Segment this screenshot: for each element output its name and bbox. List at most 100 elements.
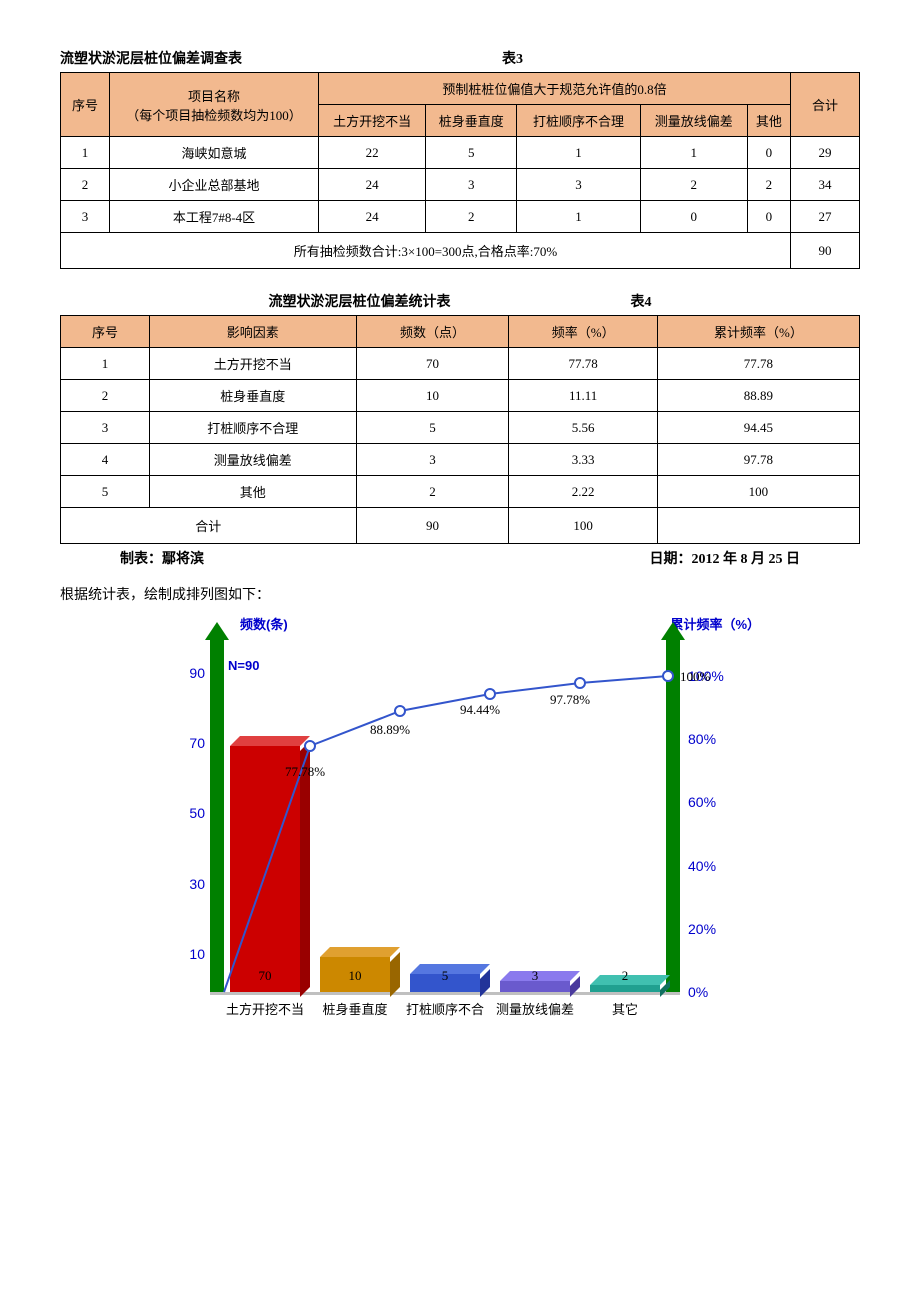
bar-value-label: 2 [585, 968, 665, 973]
ytick-left: 10 [175, 947, 205, 962]
table-cell: 70 [356, 348, 509, 380]
pareto-chart: 频数(条) 累计频率（%） N=90 9070503010 100%80%60%… [180, 614, 740, 1034]
author-row: 制表：鄢将滨 日期：2012 年 8 月 25 日 [120, 548, 800, 568]
table-cell: 34 [791, 169, 860, 201]
x-axis-label: 桩身垂直度 [315, 1002, 395, 1019]
x-axis-label: 土方开挖不当 [225, 1002, 305, 1019]
arrowhead-icon [661, 622, 685, 640]
table2-number: 表4 [631, 291, 652, 311]
table-row: 2小企业总部基地24332234 [61, 169, 860, 201]
table-cell: 22 [319, 137, 426, 169]
table-cell: 2 [356, 476, 509, 508]
stats-table: 序号 影响因素 频数（点） 频率（%） 累计频率（%） 1土方开挖不当7077.… [60, 315, 860, 544]
th-seq: 序号 [61, 73, 110, 137]
table-cell: 5 [356, 412, 509, 444]
table-cell: 3 [517, 169, 640, 201]
table-cell: 桩身垂直度 [150, 380, 357, 412]
table-cell: 其他 [150, 476, 357, 508]
trend-marker [395, 706, 405, 716]
th-total: 合计 [791, 73, 860, 137]
table-cell: 88.89 [657, 380, 859, 412]
th-proj-main: 项目名称 [114, 86, 314, 105]
table-cell: 1 [517, 137, 640, 169]
trend-pct-label: 88.89% [370, 722, 410, 738]
th-proj-sub: （每个项目抽检频数均为100） [114, 105, 314, 124]
th2-seq: 序号 [61, 316, 150, 348]
table-cell: 3 [61, 412, 150, 444]
author-label: 制表：鄢将滨 [120, 548, 204, 568]
table-cell: 1 [517, 201, 640, 233]
baseline [210, 992, 680, 995]
ytick-right: 40% [688, 858, 740, 874]
trend-pct-label: 77.78% [285, 764, 325, 780]
ytick-right: 60% [688, 794, 740, 810]
table-cell: 77.78 [509, 348, 657, 380]
x-axis-label: 打桩顺序不合 [405, 1002, 485, 1019]
ytick-right: 20% [688, 921, 740, 937]
th-proj: 项目名称 （每个项目抽检频数均为100） [110, 73, 319, 137]
ytick-right: 0% [688, 984, 740, 1000]
table-row: 1土方开挖不当7077.7877.78 [61, 348, 860, 380]
trend-marker [485, 689, 495, 699]
t2-footer-freq: 90 [356, 508, 509, 544]
t2-footer-empty [657, 508, 859, 544]
x-axis-label: 其它 [585, 1002, 665, 1019]
table-cell: 3 [61, 201, 110, 233]
table-cell: 2 [426, 201, 517, 233]
table2-title: 流塑状淤泥层桩位偏差统计表 [269, 291, 451, 311]
ytick-left: 90 [175, 666, 205, 681]
table-cell: 94.45 [657, 412, 859, 444]
table-cell: 打桩顺序不合理 [150, 412, 357, 444]
t2-footer-pct: 100 [509, 508, 657, 544]
table-cell: 2 [61, 380, 150, 412]
table-cell: 5.56 [509, 412, 657, 444]
table-cell: 土方开挖不当 [150, 348, 357, 380]
th2-freq: 频数（点） [356, 316, 509, 348]
table-cell: 5 [61, 476, 150, 508]
x-axis-label: 测量放线偏差 [495, 1002, 575, 1019]
th-c3: 打桩顺序不合理 [517, 105, 640, 137]
table-cell: 29 [791, 137, 860, 169]
left-axis-title: 频数(条) [240, 614, 288, 633]
ytick-left: 50 [175, 806, 205, 821]
arrowhead-icon [205, 622, 229, 640]
table2-title-row: 流塑状淤泥层桩位偏差统计表 表4 [60, 291, 860, 311]
th2-factor: 影响因素 [150, 316, 357, 348]
table-cell: 27 [791, 201, 860, 233]
table-row: 2桩身垂直度1011.1188.89 [61, 380, 860, 412]
table-cell: 1 [61, 348, 150, 380]
th-group: 预制桩桩位偏值大于规范允许值的0.8倍 [319, 73, 791, 105]
th2-cum: 累计频率（%） [657, 316, 859, 348]
table-cell: 1 [640, 137, 747, 169]
table-cell: 0 [747, 201, 790, 233]
trend-pct-label: 97.78% [550, 692, 590, 708]
table-row: 4测量放线偏差33.3397.78 [61, 444, 860, 476]
table-row: 3打桩顺序不合理55.5694.45 [61, 412, 860, 444]
table-cell: 24 [319, 201, 426, 233]
trend-pct-label: 94.44% [460, 702, 500, 718]
table1-title: 流塑状淤泥层桩位偏差调查表 [60, 48, 242, 68]
table-cell: 24 [319, 169, 426, 201]
right-axis [666, 638, 680, 994]
th2-pct: 频率（%） [509, 316, 657, 348]
table-cell: 100 [657, 476, 859, 508]
ytick-right: 80% [688, 731, 740, 747]
survey-table: 序号 项目名称 （每个项目抽检频数均为100） 预制桩桩位偏值大于规范允许值的0… [60, 72, 860, 269]
trend-pct-label: 100% [680, 669, 710, 685]
table-cell: 3.33 [509, 444, 657, 476]
trend-marker [575, 678, 585, 688]
t1-footer-sum: 90 [791, 233, 860, 269]
table-cell: 3 [426, 169, 517, 201]
table-cell: 4 [61, 444, 150, 476]
t2-footer-label: 合计 [61, 508, 357, 544]
table-cell: 10 [356, 380, 509, 412]
table-row: 1海峡如意城22511029 [61, 137, 860, 169]
table-cell: 0 [747, 137, 790, 169]
table-cell: 3 [356, 444, 509, 476]
date-label: 日期：2012 年 8 月 25 日 [650, 548, 801, 568]
ytick-left: 70 [175, 736, 205, 751]
table-cell: 海峡如意城 [110, 137, 319, 169]
table-cell: 2 [640, 169, 747, 201]
th-c1: 土方开挖不当 [319, 105, 426, 137]
table-cell: 11.11 [509, 380, 657, 412]
